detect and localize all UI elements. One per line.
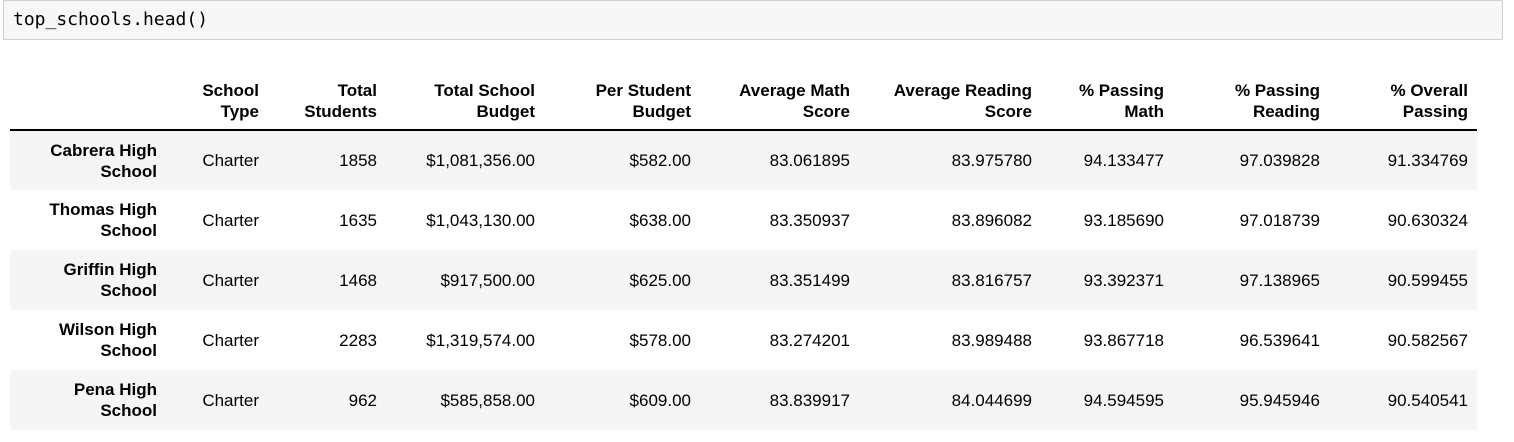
cell-school-type: Charter — [202, 270, 259, 290]
cell-total-school-budget: $585,858.00 — [440, 390, 535, 410]
cell-total-school-budget: $917,500.00 — [440, 270, 535, 290]
dataframe-table: School Type Total Students Total School Bud… — [10, 79, 1477, 430]
cell-average-math-score: 83.351499 — [769, 270, 850, 290]
row-index-label: Wilson High School — [58, 320, 157, 360]
cell-passing-reading: 97.138965 — [1239, 270, 1320, 290]
cell-total-students: 962 — [348, 390, 377, 410]
header-overall-passing: % Overall Passing — [1390, 81, 1469, 121]
cell-overall-passing: 90.582567 — [1387, 330, 1468, 350]
row-index-label: Griffin High School — [63, 260, 157, 300]
cell-passing-math: 93.392371 — [1083, 270, 1164, 290]
cell-overall-passing: 90.630324 — [1387, 210, 1468, 230]
cell-per-student-budget: $625.00 — [629, 270, 691, 290]
row-index-label: Cabrera High School — [50, 140, 157, 181]
cell-average-math-score: 83.839917 — [769, 390, 850, 410]
cell-per-student-budget: $609.00 — [629, 390, 691, 410]
cell-overall-passing: 91.334769 — [1387, 151, 1468, 170]
cell-average-math-score: 83.061895 — [769, 151, 850, 170]
header-school-type: School Type — [202, 81, 259, 121]
cell-per-student-budget: $638.00 — [629, 210, 691, 230]
table-row: Pena High School Charter 962 $585,858.00 … — [10, 370, 1477, 430]
cell-passing-reading: 95.945946 — [1239, 390, 1320, 410]
table-row: Cabrera High School Charter 1858 $1,081,3… — [10, 130, 1477, 190]
cell-average-reading-score: 83.975780 — [951, 151, 1032, 170]
table-header-row: School Type Total Students Total School Bud… — [10, 79, 1477, 130]
cell-per-student-budget: $582.00 — [629, 151, 691, 170]
cell-passing-math: 94.133477 — [1083, 151, 1164, 170]
header-total-school-budget: Total School Budget — [434, 81, 535, 121]
cell-total-students: 1635 — [339, 210, 377, 230]
cell-overall-passing: 90.540541 — [1387, 390, 1468, 410]
cell-average-reading-score: 83.816757 — [951, 270, 1032, 290]
cell-passing-math: 93.867718 — [1083, 330, 1164, 350]
cell-average-reading-score: 83.896082 — [951, 210, 1032, 230]
code-text: top_schools.head() — [13, 9, 209, 30]
cell-passing-math: 93.185690 — [1083, 210, 1164, 230]
cell-school-type: Charter — [202, 330, 259, 350]
cell-total-school-budget: $1,319,574.00 — [426, 330, 535, 350]
cell-overall-passing: 90.599455 — [1387, 270, 1468, 290]
cell-total-school-budget: $1,043,130.00 — [426, 210, 535, 230]
cell-total-students: 1468 — [339, 270, 377, 290]
table-row: Thomas High School Charter 1635 $1,043,13… — [10, 190, 1477, 250]
header-index — [10, 79, 166, 130]
cell-passing-math: 94.594595 — [1083, 390, 1164, 410]
cell-school-type: Charter — [202, 151, 259, 170]
cell-total-students: 1858 — [339, 151, 377, 170]
cell-passing-reading: 97.018739 — [1239, 210, 1320, 230]
header-total-students: Total Students — [304, 81, 377, 121]
cell-average-math-score: 83.274201 — [769, 330, 850, 350]
table-row: Griffin High School Charter 1468 $917,500… — [10, 250, 1477, 310]
cell-output: School Type Total Students Total School Bud… — [10, 79, 1477, 430]
cell-passing-reading: 96.539641 — [1239, 330, 1320, 350]
row-index-label: Thomas High School — [49, 200, 157, 240]
cell-average-reading-score: 84.044699 — [951, 390, 1032, 410]
table-row: Wilson High School Charter 2283 $1,319,57… — [10, 310, 1477, 370]
cell-total-students: 2283 — [339, 330, 377, 350]
cell-average-reading-score: 83.989488 — [951, 330, 1032, 350]
header-per-student-budget: Per Student Budget — [595, 81, 691, 121]
cell-school-type: Charter — [202, 210, 259, 230]
header-average-math-score: Average Math Score — [739, 81, 850, 121]
cell-passing-reading: 97.039828 — [1239, 151, 1320, 170]
header-passing-math: % Passing Math — [1078, 81, 1164, 121]
cell-total-school-budget: $1,081,356.00 — [426, 151, 535, 170]
header-average-reading-score: Average Reading Score — [893, 81, 1032, 121]
row-index-label: Pena High School — [73, 380, 157, 420]
cell-average-math-score: 83.350937 — [769, 210, 850, 230]
cell-per-student-budget: $578.00 — [629, 330, 691, 350]
code-cell-input[interactable]: top_schools.head() — [3, 0, 1503, 40]
header-passing-reading: % Passing Reading — [1234, 81, 1320, 121]
cell-school-type: Charter — [202, 390, 259, 410]
